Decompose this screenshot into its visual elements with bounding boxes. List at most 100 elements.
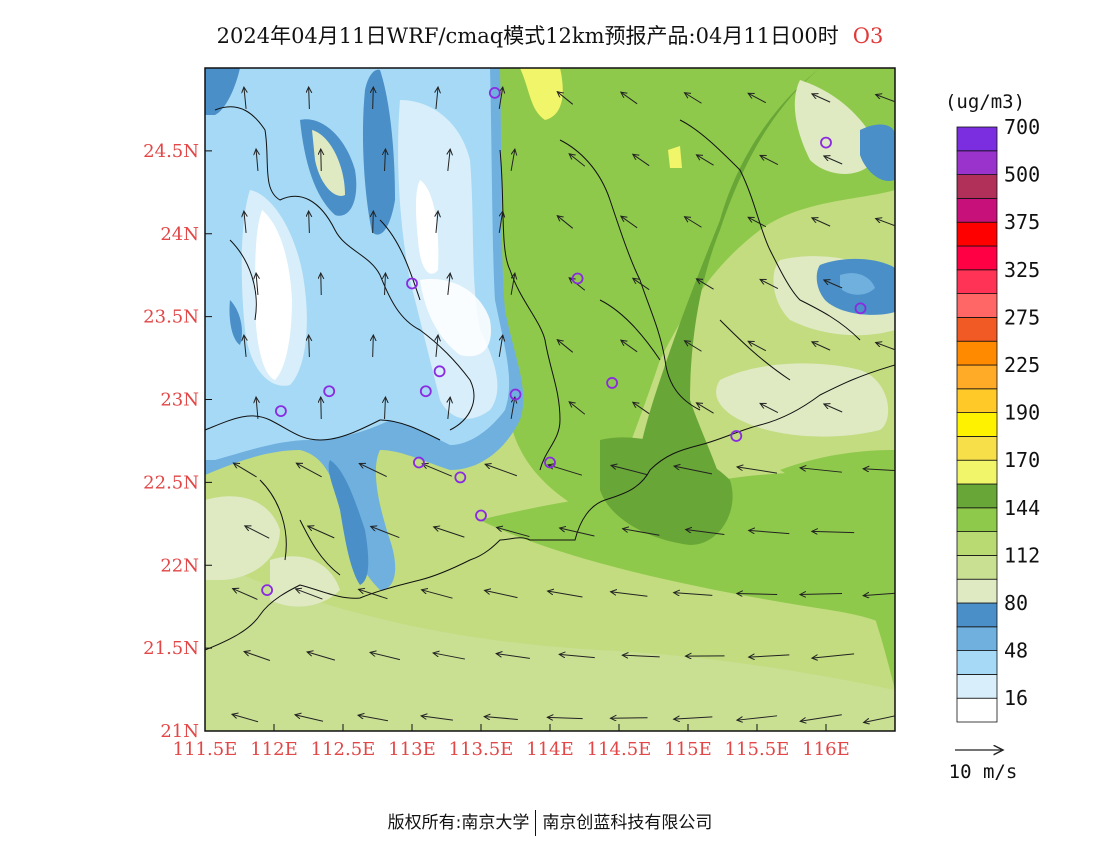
wind-arrow-icon: [812, 342, 831, 351]
site-marker-icon: [606, 377, 618, 389]
wind-arrow-icon: [385, 273, 386, 296]
lon-tick-label: 113.5E: [449, 739, 514, 760]
legend-swatch: [956, 578, 998, 604]
wind-arrow-icon: [498, 87, 503, 109]
wind-arrow-icon: [557, 92, 574, 105]
wind-arrow-icon: [434, 527, 465, 538]
lon-tick-label: 115.5E: [725, 739, 790, 760]
wind-arrow-icon: [557, 340, 574, 353]
wind-arrow-icon: [696, 155, 714, 166]
wind-arrow-icon: [370, 652, 401, 661]
lon-tick-label: 113E: [388, 739, 436, 760]
wind-arrow-icon: [864, 715, 895, 723]
lon-tick-label: 116E: [802, 739, 850, 760]
wind-arrow-icon: [433, 653, 465, 660]
site-marker-icon: [730, 430, 743, 442]
wind-arrow-icon: [748, 93, 767, 104]
legend-label: 500: [1004, 163, 1040, 187]
wind-arrow-icon: [358, 715, 389, 722]
footer-left: 版权所有:南京大学: [387, 813, 530, 833]
wind-arrow-icon: [307, 652, 336, 661]
wind-arrow-icon: [244, 335, 246, 357]
legend-swatch: [956, 340, 998, 366]
legend-swatch: [956, 197, 998, 223]
wind-arrow-icon: [309, 211, 310, 234]
wind-arrow-icon: [824, 280, 843, 289]
legend-swatch: [956, 126, 998, 152]
legend-swatch: [956, 435, 998, 461]
site-marker-icon: [406, 277, 418, 290]
wind-arrow-icon: [623, 529, 660, 536]
legend-swatch: [956, 555, 998, 580]
wind-arrow-icon: [876, 218, 895, 226]
lat-tick-label: 21N: [160, 721, 199, 742]
wind-arrow-icon: [421, 716, 453, 721]
wind-arrow-icon: [737, 467, 778, 474]
legend-label: 112: [1004, 543, 1040, 567]
wind-arrow-icon: [498, 335, 503, 357]
legend-swatch: [956, 293, 998, 318]
legend-label: 80: [1004, 591, 1028, 615]
legend-label: 325: [1004, 258, 1040, 282]
longitude-axis: 111.5E 112E 112.5E 113E 113.5E 114E 114.5E 115E…: [173, 724, 850, 760]
lon-tick-label: 114.5E: [587, 739, 652, 760]
wind-arrow-icon: [510, 273, 515, 295]
legend-label: 144: [1004, 496, 1040, 520]
legend-swatch: [956, 626, 998, 651]
latitude-axis: 24.5N 24N 23.5N 23N 22.5N 22N 21.5N 21N: [143, 141, 212, 742]
wind-arrow-icon: [800, 593, 843, 594]
wind-arrow-icon: [296, 463, 322, 478]
site-marker-icon: [854, 302, 867, 315]
title-text: 2024年04月11日WRF/cmaq模式12km预报产品:04月11日00时: [216, 24, 839, 48]
lat-tick-label: 23N: [160, 390, 199, 411]
wind-arrow-icon: [422, 590, 453, 599]
site-marker-icon: [323, 385, 336, 398]
site-marker-icon: [820, 136, 832, 149]
wind-arrow-icon: [232, 714, 259, 723]
wind-arrow-icon: [256, 397, 258, 420]
wind-arrow-icon: [684, 93, 702, 104]
wind-arrow-icon: [684, 341, 702, 352]
wind-arrow-icon: [621, 92, 638, 105]
wind-arrow-icon: [359, 463, 387, 477]
wind-arrow-icon: [448, 397, 450, 419]
wind-arrow-icon: [485, 590, 518, 599]
wind-arrow-icon: [633, 278, 650, 291]
wind-arrow-icon: [812, 531, 855, 532]
wind-arrow-icon: [748, 341, 767, 352]
wind-arrow-icon: [812, 94, 831, 103]
legend-swatch: [956, 650, 998, 675]
wind-arrow-icon: [547, 717, 583, 718]
lon-tick-label: 112.5E: [311, 739, 376, 760]
wind-arrow-icon: [812, 653, 855, 658]
wind-arrow-icon: [696, 403, 714, 414]
wind-arrow-icon: [633, 154, 650, 167]
wind-arrow-icon: [674, 466, 713, 475]
lon-tick-label: 115E: [664, 739, 712, 760]
legend-label: 375: [1004, 210, 1040, 234]
legend-swatch: [956, 150, 998, 176]
legend-swatch: [956, 221, 998, 247]
lat-tick-label: 21.5N: [143, 638, 199, 659]
wind-arrow-icon: [485, 464, 518, 477]
lat-tick-label: 23.5N: [143, 307, 199, 328]
site-marker-icon: [509, 388, 522, 401]
wind-arrow-icon: [559, 654, 595, 659]
wind-arrow-icon: [256, 273, 258, 296]
legend-swatch: [956, 459, 998, 485]
site-marker-icon: [261, 584, 274, 597]
wind-arrow-icon: [800, 714, 842, 722]
wind-arrow-icon: [760, 403, 779, 414]
legend-swatch: [956, 674, 998, 699]
monitoring-sites: [261, 86, 867, 597]
species-label: O3: [852, 24, 884, 48]
wind-arrow-icon: [309, 87, 310, 110]
site-marker-icon: [419, 385, 432, 398]
wind-arrow-icon: [448, 149, 450, 171]
ozone-concentration-field: [205, 68, 895, 731]
legend-label: 48: [1004, 639, 1028, 663]
legend-label: 275: [1004, 305, 1040, 329]
wind-arrow-icon: [737, 594, 778, 595]
wind-arrow-icon: [696, 279, 714, 290]
